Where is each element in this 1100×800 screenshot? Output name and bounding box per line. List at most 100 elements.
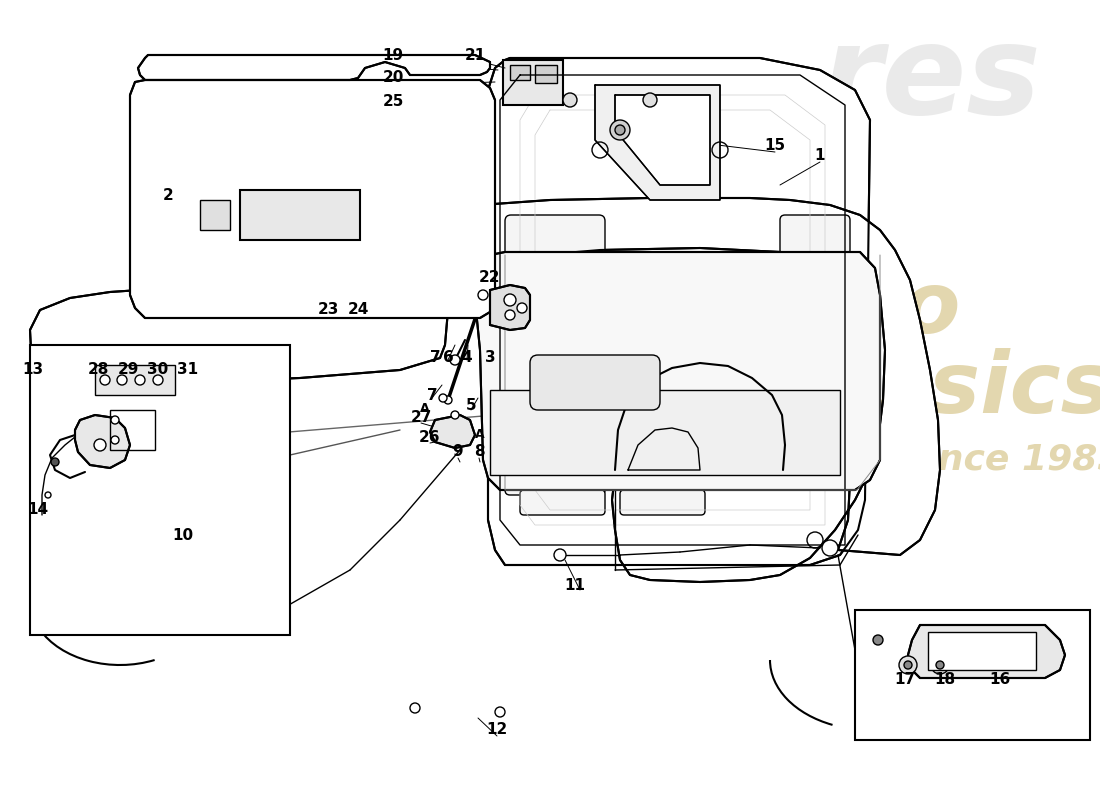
Polygon shape	[628, 428, 700, 470]
Text: 4: 4	[462, 350, 472, 366]
Bar	[928, 632, 1036, 670]
Text: 23: 23	[317, 302, 339, 318]
Polygon shape	[615, 95, 710, 185]
Circle shape	[152, 147, 158, 153]
FancyBboxPatch shape	[540, 320, 630, 400]
Text: euro: euro	[740, 269, 961, 351]
Text: 7: 7	[430, 350, 440, 366]
Text: res: res	[820, 19, 1041, 141]
FancyBboxPatch shape	[505, 460, 605, 495]
Bar	[110, 410, 155, 450]
Text: 17: 17	[894, 673, 915, 687]
Circle shape	[873, 635, 883, 645]
Text: 20: 20	[383, 70, 404, 86]
Text: A: A	[420, 402, 430, 414]
Circle shape	[505, 310, 515, 320]
Circle shape	[822, 540, 838, 556]
Circle shape	[153, 375, 163, 385]
Circle shape	[439, 394, 447, 402]
Text: classics: classics	[740, 349, 1100, 431]
FancyBboxPatch shape	[505, 215, 605, 270]
Circle shape	[517, 303, 527, 313]
Text: 14: 14	[28, 502, 48, 518]
Text: 10: 10	[173, 527, 194, 542]
Bar	[855, 610, 1090, 740]
Circle shape	[451, 411, 459, 419]
Circle shape	[615, 125, 625, 135]
Circle shape	[152, 92, 158, 98]
Text: 29: 29	[118, 362, 139, 378]
Circle shape	[931, 656, 949, 674]
Text: 16: 16	[989, 673, 1011, 687]
Bar	[490, 390, 840, 475]
Circle shape	[192, 297, 198, 303]
FancyBboxPatch shape	[620, 490, 705, 515]
Circle shape	[610, 120, 630, 140]
Circle shape	[192, 92, 198, 98]
Bar	[30, 345, 290, 635]
Circle shape	[111, 416, 119, 424]
Circle shape	[468, 92, 473, 98]
Circle shape	[450, 355, 460, 365]
FancyBboxPatch shape	[520, 490, 605, 515]
Polygon shape	[488, 58, 870, 565]
Polygon shape	[908, 625, 1065, 678]
Text: 18: 18	[934, 673, 956, 687]
Text: 12: 12	[486, 722, 507, 738]
Circle shape	[478, 290, 488, 300]
Circle shape	[152, 297, 158, 303]
Circle shape	[410, 703, 420, 713]
Text: 26: 26	[419, 430, 441, 446]
Circle shape	[192, 197, 198, 203]
Text: 28: 28	[87, 362, 109, 378]
Text: 31: 31	[177, 362, 199, 378]
Text: 7: 7	[427, 387, 438, 402]
Circle shape	[468, 297, 473, 303]
Circle shape	[899, 656, 917, 674]
Bar	[240, 190, 360, 240]
Circle shape	[172, 92, 178, 98]
Circle shape	[152, 197, 158, 203]
Circle shape	[904, 661, 912, 669]
Bar	[200, 200, 230, 230]
Circle shape	[192, 247, 198, 253]
Text: 8: 8	[474, 445, 484, 459]
Text: 9: 9	[453, 445, 463, 459]
Circle shape	[444, 396, 452, 404]
Text: passion since 1985: passion since 1985	[735, 443, 1100, 477]
Circle shape	[192, 147, 198, 153]
Circle shape	[468, 197, 473, 203]
Circle shape	[135, 375, 145, 385]
Text: 6: 6	[442, 350, 453, 366]
Circle shape	[563, 93, 578, 107]
FancyBboxPatch shape	[780, 215, 850, 255]
Text: 15: 15	[764, 138, 785, 153]
Text: 25: 25	[383, 94, 404, 110]
Polygon shape	[75, 415, 130, 468]
Text: 1: 1	[815, 147, 825, 162]
Circle shape	[554, 549, 566, 561]
Circle shape	[152, 247, 158, 253]
Polygon shape	[595, 85, 720, 200]
Circle shape	[117, 375, 126, 385]
Text: 2: 2	[163, 187, 174, 202]
Bar	[535, 65, 557, 83]
Circle shape	[936, 661, 944, 669]
Circle shape	[51, 458, 59, 466]
Polygon shape	[30, 198, 940, 582]
Circle shape	[45, 492, 51, 498]
Circle shape	[94, 439, 106, 451]
Circle shape	[100, 375, 110, 385]
Circle shape	[644, 93, 657, 107]
Polygon shape	[450, 252, 880, 490]
Circle shape	[504, 294, 516, 306]
FancyBboxPatch shape	[530, 355, 660, 410]
Text: 3: 3	[485, 350, 495, 366]
Text: 13: 13	[22, 362, 44, 378]
Bar	[503, 60, 563, 105]
Text: 24: 24	[348, 302, 369, 318]
Circle shape	[111, 436, 119, 444]
Bar	[95, 365, 175, 395]
Circle shape	[495, 707, 505, 717]
Text: A: A	[475, 429, 485, 442]
